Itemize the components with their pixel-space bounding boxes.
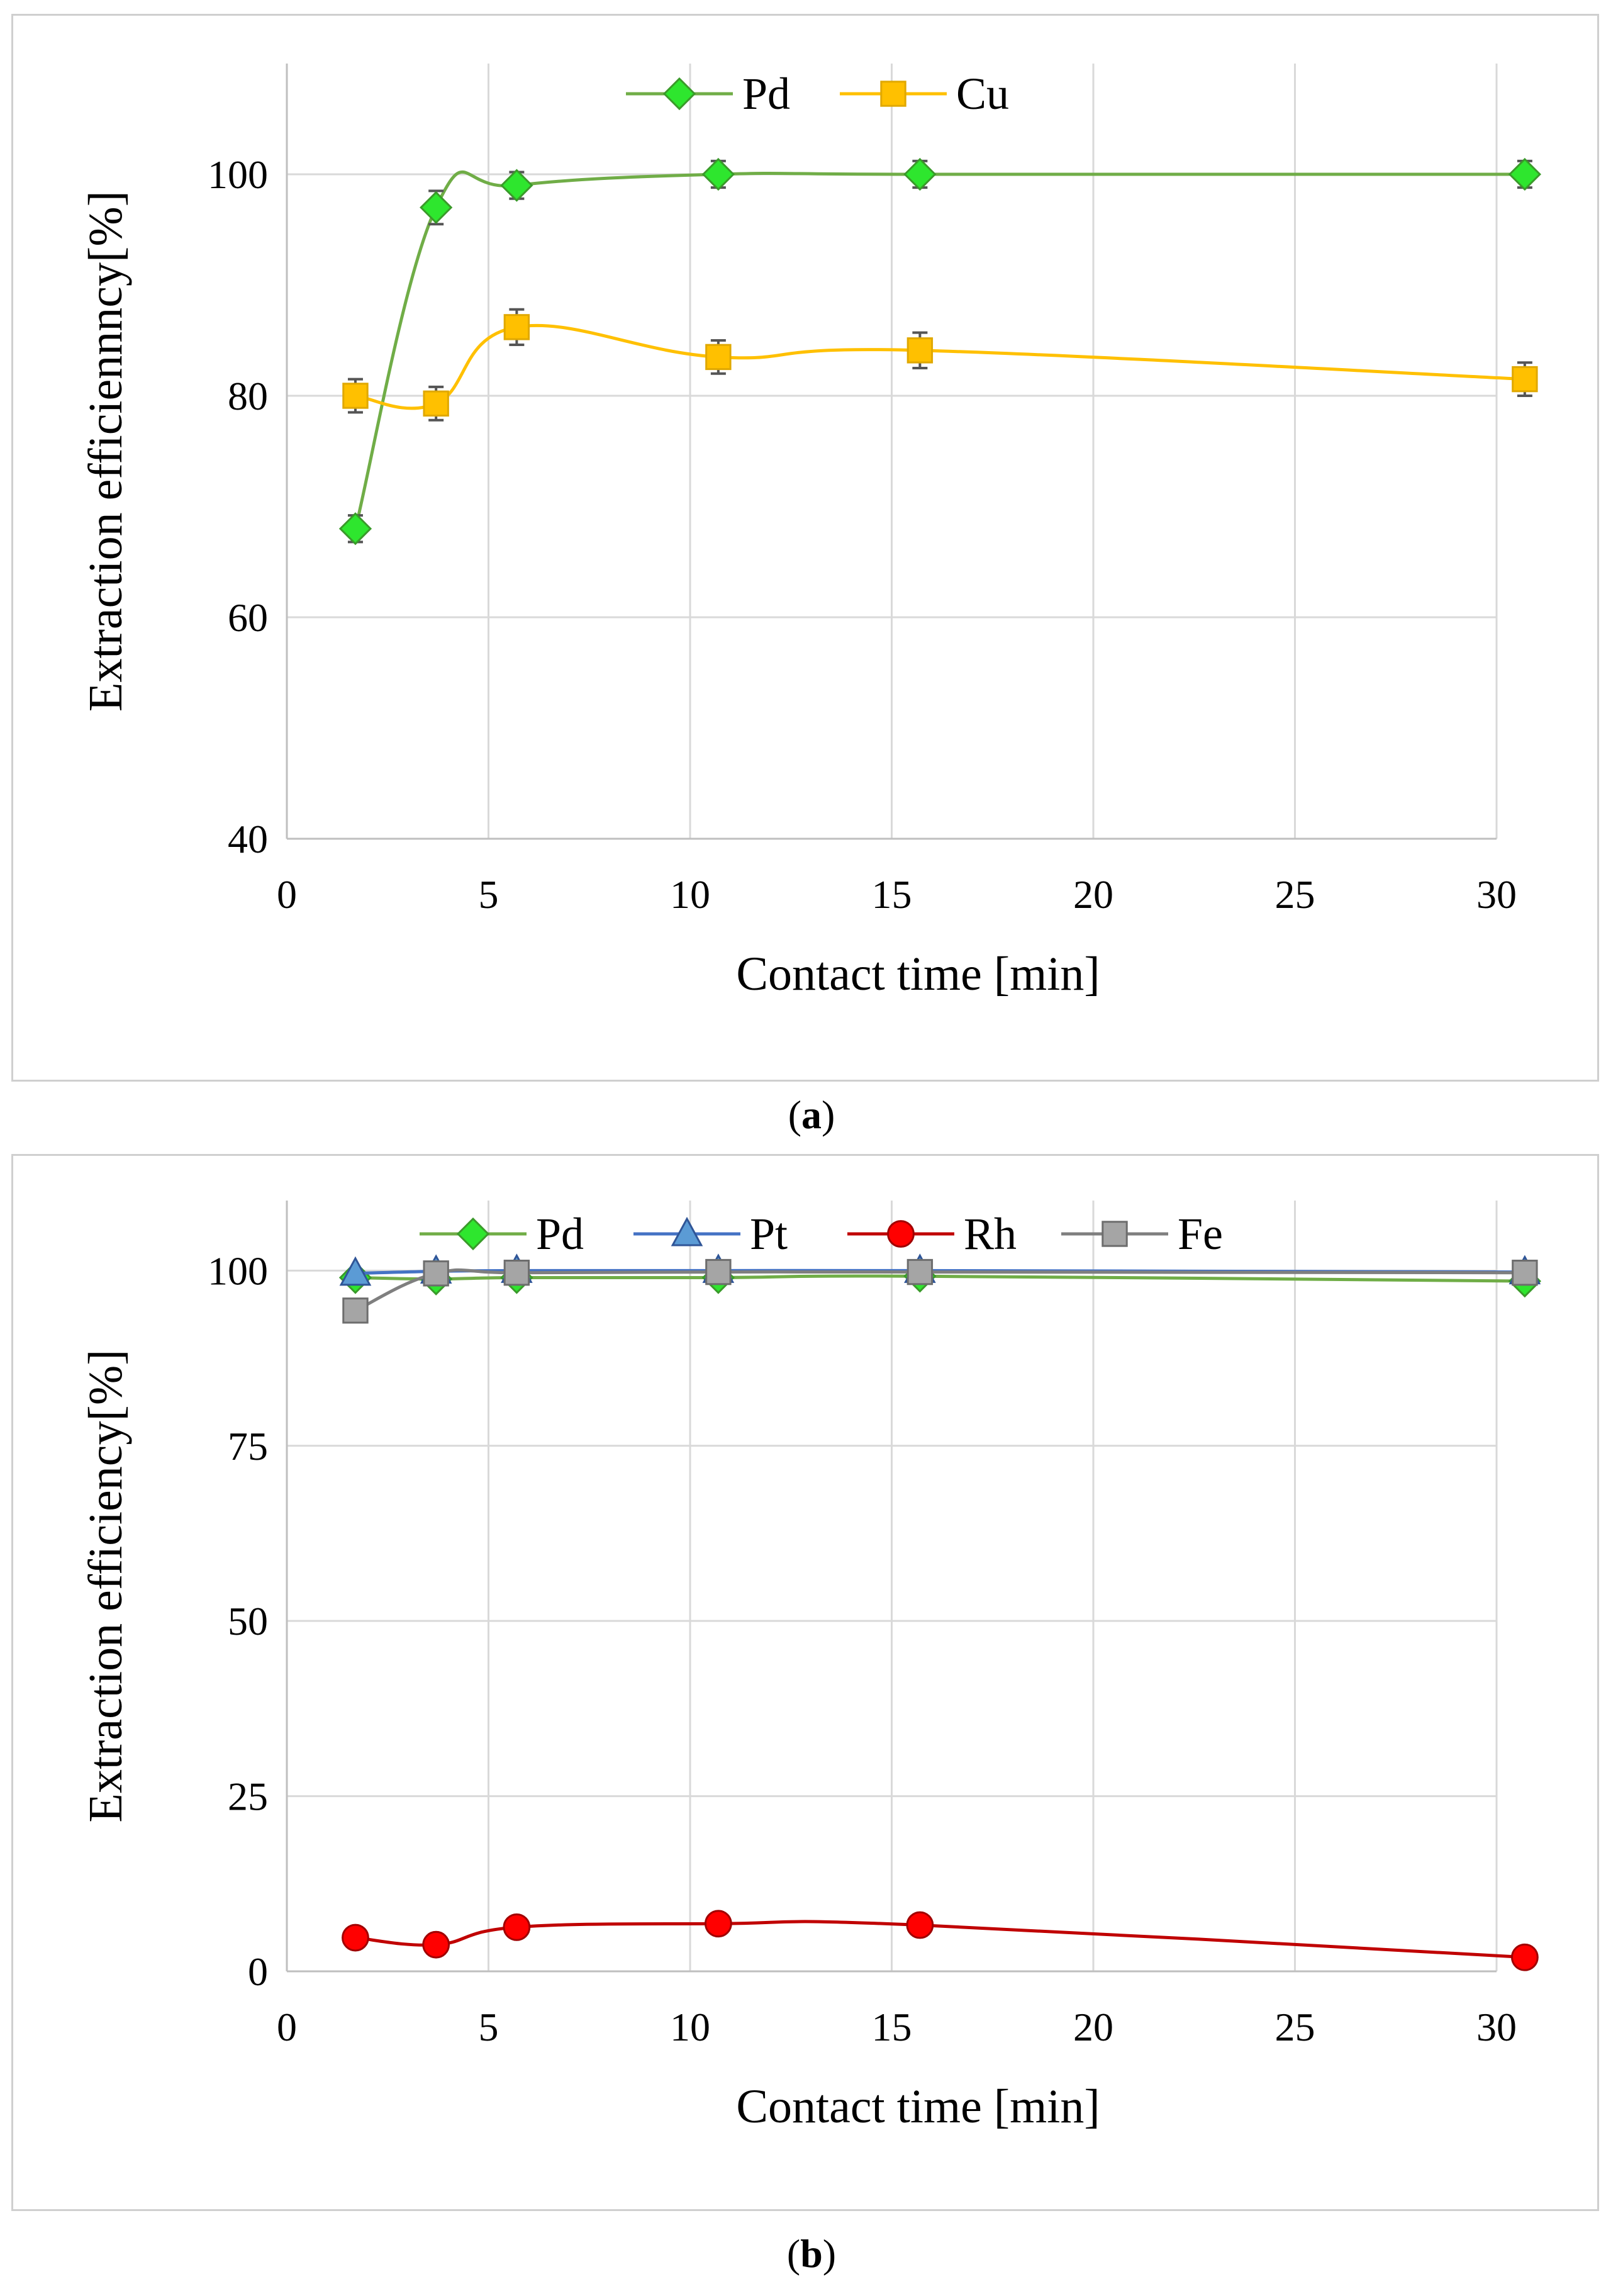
x-tick-label: 20: [1073, 872, 1113, 917]
data-point-rh: [704, 1910, 732, 1938]
legend-item-cu: Cu: [840, 69, 1009, 119]
caption-a: (a): [788, 1092, 835, 1137]
data-point-cu: [906, 337, 934, 364]
x-tick-label: 30: [1476, 872, 1517, 917]
gridlines: [287, 1201, 1498, 1973]
legend-marker-pt: [671, 1216, 703, 1246]
y-tick-label: 100: [208, 1248, 268, 1293]
y-tick-label: 60: [228, 595, 268, 640]
legend-item-pd: Pd: [420, 1209, 584, 1259]
series-pd: [338, 157, 1541, 546]
chart-a: 40 60 80 100 0 5 10 15 20 25 30 Contact time [min] E…: [79, 64, 1541, 1000]
x-tick-label: 10: [670, 2005, 710, 2049]
series-line: [355, 1920, 1525, 1959]
caption-b: (b): [786, 2231, 837, 2276]
x-tick-label: 25: [1275, 2005, 1315, 2049]
x-tick-label: 0: [277, 2005, 297, 2049]
legend-label: Rh: [964, 1209, 1017, 1259]
legend-item-pt: Pt: [633, 1209, 788, 1259]
x-axis-title: Contact time [min]: [736, 948, 1100, 1000]
data-point-pd: [420, 191, 453, 224]
series-cu: [342, 308, 1538, 422]
x-tick-label: 5: [479, 872, 499, 917]
chart-panel-a: 40 60 80 100 0 5 10 15 20 25 30 Contact time [min] E…: [11, 14, 1599, 1082]
data-point-rh: [906, 1911, 934, 1939]
legend-marker-cu: [880, 81, 906, 107]
legend-label: Pt: [750, 1209, 788, 1259]
data-point-pd: [338, 512, 372, 546]
legend: Pd Cu: [626, 69, 1009, 119]
x-tick-label: 0: [277, 872, 297, 917]
y-tick-label: 80: [228, 374, 268, 418]
series-line: [355, 323, 1525, 410]
data-point-rh: [422, 1930, 450, 1959]
gridlines: [287, 64, 1498, 840]
x-tick-label: 5: [479, 2005, 499, 2049]
data-point-fe: [1512, 1260, 1538, 1286]
legend-marker-fe: [1102, 1221, 1128, 1247]
x-tick-label: 20: [1073, 2005, 1113, 2049]
chart-panel-b: 0 25 50 75 100 0 5 10 15 20 25 30 Contact time [min]…: [11, 1154, 1599, 2211]
data-point-cu: [342, 383, 369, 409]
x-tick-label: 15: [872, 872, 912, 917]
data-point-cu: [1512, 366, 1538, 393]
legend-label: Cu: [956, 69, 1009, 119]
data-point-fe: [906, 1258, 934, 1285]
y-tick-label: 50: [228, 1599, 268, 1644]
y-tick-label: 100: [208, 152, 268, 197]
data-point-cu: [705, 344, 732, 371]
data-point-fe: [705, 1258, 732, 1285]
series-fe: [342, 1258, 1538, 1324]
legend-label: Pd: [536, 1209, 584, 1259]
y-tick-label: 40: [228, 817, 268, 861]
data-point-pd: [701, 157, 735, 191]
x-tick-label: 25: [1275, 872, 1315, 917]
y-axis-title: Extraction efficiency[%]: [79, 1350, 132, 1823]
data-point-fe: [503, 1260, 530, 1286]
legend-item-fe: Fe: [1061, 1209, 1223, 1259]
legend: Pd Pt Rh Fe: [420, 1209, 1223, 1259]
legend-item-pd: Pd: [626, 69, 790, 119]
data-point-fe: [342, 1297, 369, 1324]
series-line: [354, 1268, 1525, 1313]
x-tick-label: 10: [670, 872, 710, 917]
x-tick-label: 30: [1476, 2005, 1517, 2049]
data-point-cu: [503, 314, 530, 340]
data-point-rh: [342, 1924, 369, 1952]
series-rh: [342, 1910, 1539, 1971]
data-point-fe: [423, 1260, 449, 1287]
chart-b: 0 25 50 75 100 0 5 10 15 20 25 30 Contact time [min]…: [79, 1201, 1541, 2133]
legend-marker-pd: [456, 1217, 490, 1251]
legend-item-rh: Rh: [847, 1209, 1017, 1259]
x-axis-title: Contact time [min]: [736, 2080, 1100, 2133]
legend-marker-rh: [887, 1220, 915, 1248]
data-point-rh: [1510, 1943, 1539, 1971]
data-point-cu: [423, 390, 449, 417]
data-point-pd: [1508, 157, 1541, 191]
caption-a-letter: a: [801, 1092, 822, 1137]
data-point-rh: [503, 1913, 531, 1941]
y-tick-label: 25: [228, 1774, 268, 1819]
data-point-pd: [500, 169, 533, 202]
y-tick-label: 0: [248, 1949, 268, 1994]
y-tick-label: 75: [228, 1424, 268, 1469]
series-line: [354, 170, 1525, 529]
legend-label: Pd: [742, 69, 790, 119]
data-point-pt: [339, 1256, 372, 1286]
data-point-pd: [903, 157, 937, 191]
series-line: [355, 1274, 1525, 1283]
legend-label: Fe: [1178, 1209, 1223, 1259]
x-tick-label: 15: [872, 2005, 912, 2049]
y-axis-title: Extraction efficiennncy[%]: [79, 191, 132, 712]
legend-marker-pd: [662, 77, 696, 111]
caption-b-letter: b: [800, 2231, 823, 2276]
